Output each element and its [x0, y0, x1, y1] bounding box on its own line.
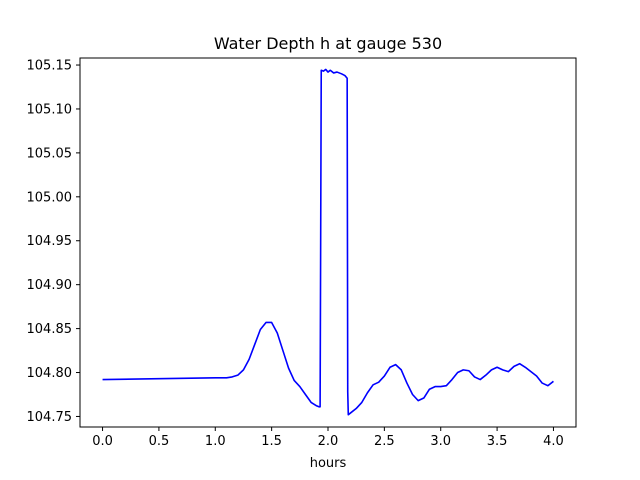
x-tick-label: 1.5 [261, 434, 282, 449]
x-tick-label: 3.0 [430, 434, 451, 449]
y-tick-label: 104.85 [27, 322, 73, 337]
y-tick-label: 104.75 [27, 410, 73, 425]
x-tick-label: 2.0 [318, 434, 339, 449]
x-axis-label: hours [310, 456, 347, 471]
x-tick-label: 2.5 [374, 434, 395, 449]
y-tick-label: 104.80 [27, 366, 73, 381]
y-tick-label: 104.95 [27, 234, 73, 249]
y-tick-label: 104.90 [27, 278, 73, 293]
plot-frame [79, 57, 577, 428]
series-line-0 [102, 68, 554, 416]
x-axis: 0.0 0.5 1.0 1.5 2.0 2.5 3.0 3.5 4.0 [92, 427, 564, 449]
chart-title: Water Depth h at gauge 530 [214, 34, 442, 53]
x-tick-label: 3.5 [487, 434, 508, 449]
y-tick-label: 105.15 [27, 59, 73, 74]
x-tick-label: 0.0 [92, 434, 113, 449]
y-axis: 104.75 104.80 104.85 104.90 104.95 105.00 105.… [27, 59, 80, 425]
x-tick-label: 1.0 [205, 434, 226, 449]
y-tick-label: 105.00 [27, 190, 73, 205]
plot-content [102, 68, 554, 416]
y-tick-label: 105.10 [27, 102, 73, 117]
x-tick-label: 4.0 [543, 434, 564, 449]
x-tick-label: 0.5 [149, 434, 170, 449]
plot-area [80, 58, 576, 427]
y-tick-label: 105.05 [27, 146, 73, 161]
